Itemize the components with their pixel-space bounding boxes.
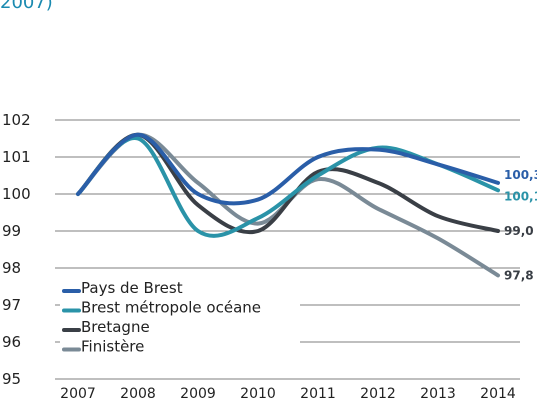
y-tick-label: 98 — [2, 259, 21, 277]
y-tick-label: 96 — [2, 333, 21, 351]
chart-title: 2007) — [0, 0, 53, 13]
value-label: 99,0 — [504, 224, 534, 238]
series-line — [76, 136, 500, 238]
value-label: 100,3 — [504, 168, 537, 182]
series-line — [76, 132, 500, 206]
legend-label: Pays de Brest — [81, 279, 183, 297]
x-tick-label: 2008 — [120, 386, 156, 402]
x-tick-label: 2011 — [300, 386, 336, 402]
value-label: 97,8 — [504, 268, 534, 282]
x-tick-label: 2007 — [60, 386, 96, 402]
x-tick-label: 2014 — [480, 386, 516, 402]
legend-background — [60, 278, 300, 366]
x-tick-label: 2009 — [180, 386, 216, 402]
x-tick-label: 2010 — [240, 386, 276, 402]
y-tick-label: 95 — [2, 370, 21, 388]
y-tick-label: 99 — [2, 222, 21, 240]
legend-label: Brest métropole océane — [81, 299, 261, 317]
y-tick-label: 100 — [2, 185, 31, 203]
legend-label: Bretagne — [81, 318, 150, 336]
x-tick-label: 2012 — [360, 386, 396, 402]
x-tick-label: 2013 — [420, 386, 456, 402]
y-tick-label: 101 — [2, 148, 31, 166]
value-label: 100,1 — [504, 189, 537, 203]
legend-label: Finistère — [81, 338, 144, 356]
y-tick-label: 97 — [2, 296, 21, 314]
series-line — [76, 132, 500, 235]
y-tick-label: 102 — [2, 111, 31, 129]
